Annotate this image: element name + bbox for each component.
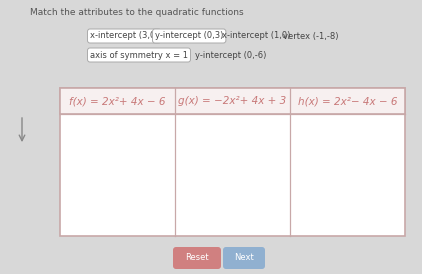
Text: y-intercept (0,-6): y-intercept (0,-6) [195,50,266,59]
Text: g(x) = −2x²+ 4x + 3: g(x) = −2x²+ 4x + 3 [179,96,287,106]
FancyBboxPatch shape [223,247,265,269]
FancyBboxPatch shape [173,247,221,269]
Text: f(x) = 2x²+ 4x − 6: f(x) = 2x²+ 4x − 6 [69,96,166,106]
FancyBboxPatch shape [60,88,405,236]
Text: vertex (-1,-8): vertex (-1,-8) [283,32,338,41]
FancyBboxPatch shape [60,88,405,114]
Text: y-intercept (0,3): y-intercept (0,3) [155,32,223,41]
Text: axis of symmetry x = 1: axis of symmetry x = 1 [90,50,188,59]
Text: Next: Next [234,253,254,262]
Text: Reset: Reset [185,253,209,262]
Text: h(x) = 2x²− 4x − 6: h(x) = 2x²− 4x − 6 [298,96,397,106]
Text: x-intercept (1,0): x-intercept (1,0) [222,32,290,41]
Text: Match the attributes to the quadratic functions: Match the attributes to the quadratic fu… [30,8,243,17]
Text: x-intercept (3,0): x-intercept (3,0) [90,32,159,41]
